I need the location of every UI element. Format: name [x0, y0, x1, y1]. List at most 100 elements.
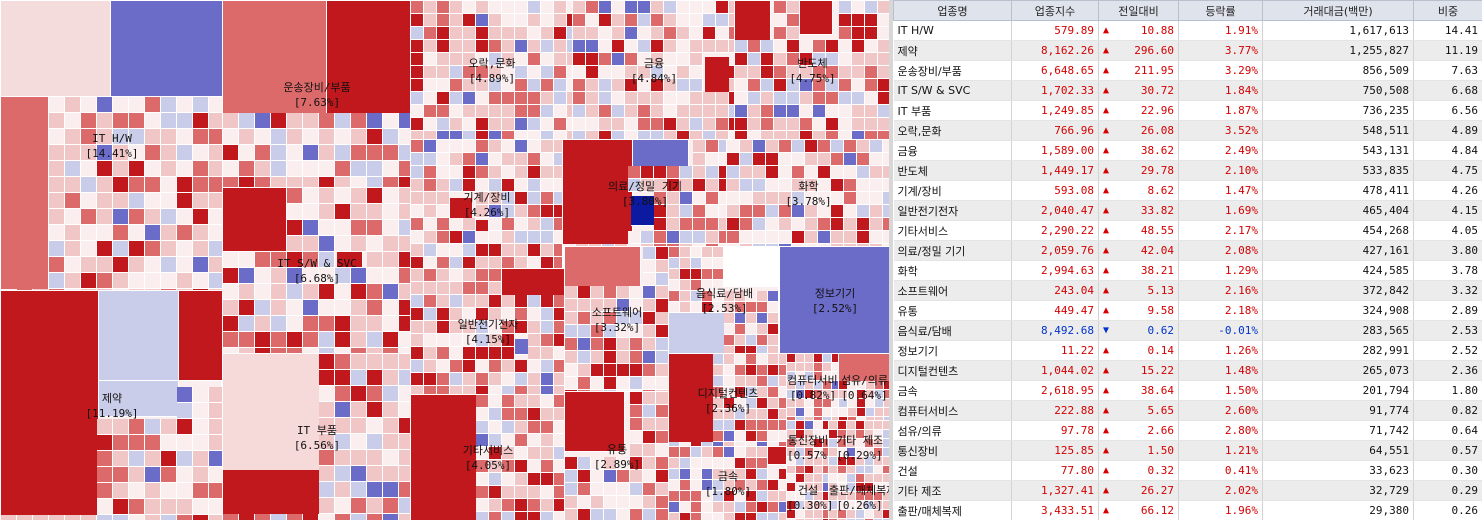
stock-tile[interactable] [774, 1, 787, 14]
stock-tile[interactable] [664, 92, 677, 105]
stock-tile[interactable] [528, 53, 541, 66]
stock-tile[interactable] [847, 421, 856, 430]
stock-tile[interactable] [239, 300, 255, 316]
stock-tile[interactable] [768, 335, 779, 346]
stock-tile[interactable] [796, 474, 805, 483]
stock-tile[interactable] [677, 53, 690, 66]
stock-tile[interactable] [450, 153, 463, 166]
stock-tile[interactable] [383, 514, 399, 520]
stock-tile[interactable] [746, 324, 757, 335]
stock-tile[interactable] [713, 469, 724, 480]
stock-tile[interactable] [450, 308, 463, 321]
stock-tile[interactable] [638, 66, 651, 79]
stock-tile[interactable] [870, 166, 883, 179]
stock-tile[interactable] [630, 286, 643, 299]
stock-tile[interactable] [177, 419, 193, 435]
stock-tile[interactable] [865, 457, 874, 466]
stock-tile[interactable] [591, 286, 604, 299]
stock-tile[interactable] [856, 439, 865, 448]
stock-tile[interactable] [753, 179, 766, 192]
stock-tile[interactable] [724, 447, 735, 458]
stock-tile[interactable] [81, 257, 97, 273]
stock-tile[interactable] [823, 408, 832, 417]
stock-tile[interactable] [515, 53, 528, 66]
stock-tile[interactable] [857, 408, 866, 417]
stock-tile[interactable] [578, 338, 591, 351]
stock-tile[interactable] [838, 421, 847, 430]
stock-tile[interactable] [844, 192, 857, 205]
stock-tile[interactable] [97, 193, 113, 209]
stock-tile[interactable] [335, 204, 351, 220]
stock-tile[interactable] [437, 269, 450, 282]
stock-tile[interactable] [411, 295, 424, 308]
stock-tile[interactable] [713, 409, 724, 420]
stock-tile[interactable] [792, 192, 805, 205]
stock-tile[interactable] [669, 280, 680, 291]
stock-tile[interactable] [209, 193, 223, 209]
stock-tile[interactable] [716, 1, 729, 14]
stock-tile[interactable] [565, 377, 578, 390]
stock-tile[interactable] [768, 480, 779, 491]
stock-tile[interactable] [129, 483, 145, 499]
stock-tile[interactable] [757, 387, 768, 398]
stock-tile[interactable] [691, 447, 702, 458]
stock-tile[interactable] [702, 447, 713, 458]
stock-tile[interactable] [643, 364, 656, 377]
stock-tile[interactable] [630, 457, 643, 470]
stock-tile[interactable] [630, 418, 643, 431]
stock-tile[interactable] [476, 92, 489, 105]
stock-tile[interactable] [209, 467, 223, 483]
stock-tile[interactable] [693, 166, 706, 179]
stock-tile[interactable] [476, 360, 489, 373]
stock-tile[interactable] [667, 218, 680, 231]
stock-tile[interactable] [271, 113, 287, 129]
stock-tile[interactable] [113, 113, 129, 129]
stock-tile[interactable] [677, 118, 690, 131]
stock-tile[interactable] [367, 252, 383, 268]
stock-tile[interactable] [787, 421, 796, 430]
stock-tile[interactable] [669, 354, 715, 447]
stock-tile[interactable] [847, 474, 856, 483]
stock-tile[interactable] [450, 218, 463, 231]
stock-tile[interactable] [693, 153, 706, 166]
stock-tile[interactable] [852, 53, 865, 66]
stock-tile[interactable] [463, 373, 476, 386]
stock-tile[interactable] [97, 161, 113, 177]
stock-tile[interactable] [680, 302, 691, 313]
stock-tile[interactable] [424, 347, 437, 360]
stock-tile[interactable] [757, 302, 768, 313]
stock-tile[interactable] [528, 512, 541, 520]
stock-tile[interactable] [383, 188, 399, 204]
stock-tile[interactable] [351, 332, 367, 348]
stock-tile[interactable] [502, 421, 515, 434]
stock-tile[interactable] [450, 231, 463, 244]
stock-tile[interactable] [630, 364, 643, 377]
stock-tile[interactable] [768, 313, 779, 324]
stock-tile[interactable] [800, 79, 813, 92]
stock-tile[interactable] [599, 40, 612, 53]
stock-tile[interactable] [161, 451, 177, 467]
stock-tile[interactable] [528, 334, 541, 347]
stock-tile[interactable] [724, 420, 735, 431]
table-row[interactable]: 금속 2,618.95 ▲ 38.64 1.50% 201,794 1.80 [893, 380, 1482, 401]
stock-tile[interactable] [757, 365, 768, 376]
stock-tile[interactable] [829, 457, 838, 466]
stock-tile[interactable] [693, 140, 706, 153]
stock-tile[interactable] [865, 510, 874, 519]
stock-tile[interactable] [239, 145, 255, 161]
stock-tile[interactable] [713, 302, 724, 313]
stock-tile[interactable] [424, 79, 437, 92]
stock-tile[interactable] [573, 14, 586, 27]
stock-tile[interactable] [814, 421, 823, 430]
stock-tile[interactable] [335, 354, 351, 370]
stock-tile[interactable] [476, 282, 489, 295]
stock-tile[interactable] [351, 466, 367, 482]
stock-tile[interactable] [319, 316, 335, 332]
stock-tile[interactable] [746, 458, 757, 469]
stock-tile[interactable] [702, 258, 713, 269]
stock-tile[interactable] [450, 321, 463, 334]
stock-tile[interactable] [727, 192, 740, 205]
stock-tile[interactable] [97, 129, 113, 145]
stock-tile[interactable] [713, 491, 724, 502]
stock-tile[interactable] [319, 402, 335, 418]
